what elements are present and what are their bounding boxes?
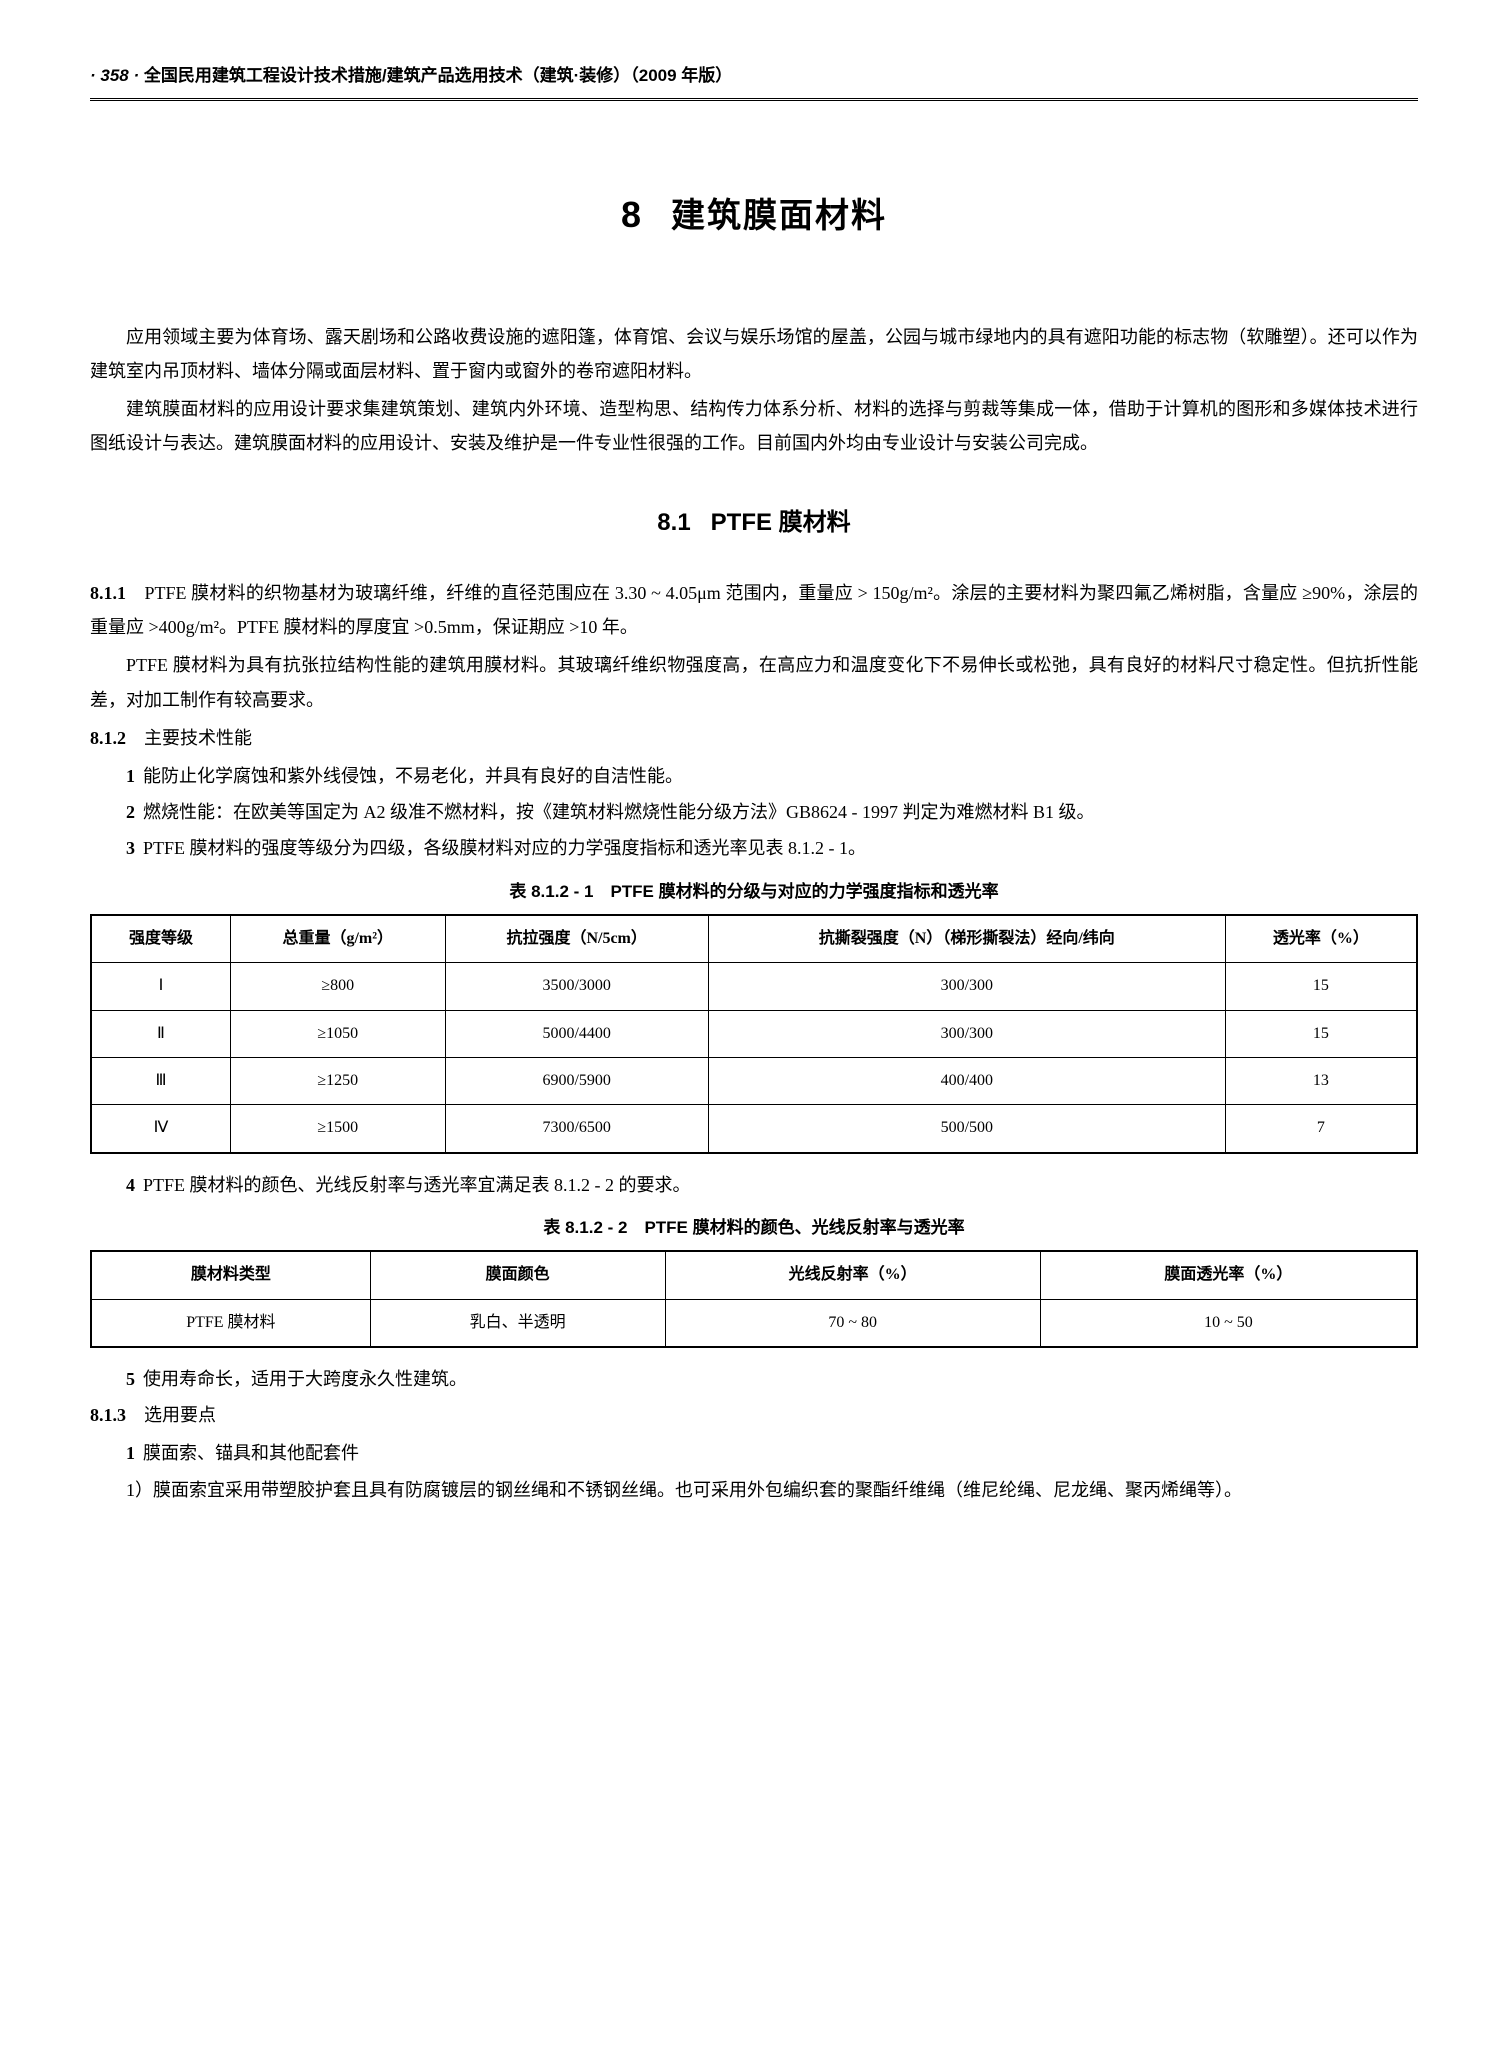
sub-item-813-1-1: 1）膜面索宜采用带塑胶护套且具有防腐镀层的钢丝绳和不锈钢丝绳。也可采用外包编织套…: [90, 1473, 1418, 1507]
sub-item-1: 1能防止化学腐蚀和紫外线侵蚀，不易老化，并具有良好的自洁性能。: [90, 759, 1418, 793]
td: 70 ~ 80: [665, 1299, 1040, 1347]
sub-num: 5: [126, 1369, 135, 1389]
th: 透光率（%）: [1225, 915, 1417, 963]
sub-num: 3: [126, 838, 135, 858]
td: 5000/4400: [445, 1010, 708, 1057]
table-row: Ⅳ≥15007300/6500500/5007: [91, 1105, 1417, 1153]
table-row: Ⅰ≥8003500/3000300/30015: [91, 963, 1417, 1010]
sub-item-5: 5使用寿命长，适用于大跨度永久性建筑。: [90, 1362, 1418, 1396]
td: 500/500: [708, 1105, 1225, 1153]
td: 13: [1225, 1058, 1417, 1105]
table-2: 膜材料类型 膜面颜色 光线反射率（%） 膜面透光率（%） PTFE 膜材料乳白、…: [90, 1250, 1418, 1348]
section-title: 8.1 PTFE 膜材料: [90, 500, 1418, 546]
table-header-row: 膜材料类型 膜面颜色 光线反射率（%） 膜面透光率（%）: [91, 1251, 1417, 1299]
td: ≥1250: [230, 1058, 445, 1105]
td: ≥1500: [230, 1105, 445, 1153]
chapter-number: 8: [621, 194, 643, 235]
td: Ⅰ: [91, 963, 230, 1010]
td: 300/300: [708, 963, 1225, 1010]
page-header: · 358 · 全国民用建筑工程设计技术措施/建筑产品选用技术（建筑·装修）（2…: [90, 60, 1418, 101]
td: 10 ~ 50: [1040, 1299, 1417, 1347]
clause-811: 8.1.1 PTFE 膜材料的织物基材为玻璃纤维，纤维的直径范围应在 3.30 …: [90, 576, 1418, 644]
sub-num: 1: [126, 1443, 135, 1463]
clause-title: 选用要点: [144, 1405, 216, 1425]
table-2-caption: 表 8.1.2 - 2 PTFE 膜材料的颜色、光线反射率与透光率: [90, 1212, 1418, 1244]
section-name: PTFE 膜材料: [711, 509, 851, 536]
th: 强度等级: [91, 915, 230, 963]
clause-head: 8.1.2: [90, 728, 126, 748]
table-1-caption: 表 8.1.2 - 1 PTFE 膜材料的分级与对应的力学强度指标和透光率: [90, 876, 1418, 908]
sub-num: 1: [126, 766, 135, 786]
td: ≥800: [230, 963, 445, 1010]
td: Ⅱ: [91, 1010, 230, 1057]
clause-813: 8.1.3 选用要点: [90, 1398, 1418, 1432]
clause-title: 主要技术性能: [144, 728, 252, 748]
chapter-name: 建筑膜面材料: [671, 197, 887, 235]
sub-num: 4: [126, 1175, 135, 1195]
td: 300/300: [708, 1010, 1225, 1057]
sub-item-2: 2燃烧性能：在欧美等国定为 A2 级准不燃材料，按《建筑材料燃烧性能分级方法》G…: [90, 795, 1418, 829]
page-number: · 358 ·: [90, 66, 139, 85]
td: 6900/5900: [445, 1058, 708, 1105]
sub-item-813-1: 1膜面索、锚具和其他配套件: [90, 1436, 1418, 1470]
clause-812: 8.1.2 主要技术性能: [90, 721, 1418, 755]
clause-head: 8.1.3: [90, 1405, 126, 1425]
table-row: PTFE 膜材料乳白、半透明70 ~ 8010 ~ 50: [91, 1299, 1417, 1347]
td: ≥1050: [230, 1010, 445, 1057]
table-header-row: 强度等级 总重量（g/m²） 抗拉强度（N/5cm） 抗撕裂强度（N）（梯形撕裂…: [91, 915, 1417, 963]
table-row: Ⅱ≥10505000/4400300/30015: [91, 1010, 1417, 1057]
chapter-title: 8 建筑膜面材料: [90, 181, 1418, 249]
td: 7: [1225, 1105, 1417, 1153]
table-1: 强度等级 总重量（g/m²） 抗拉强度（N/5cm） 抗撕裂强度（N）（梯形撕裂…: [90, 914, 1418, 1154]
sub-num: 2: [126, 802, 135, 822]
clause-head: 8.1.1: [90, 583, 126, 603]
th: 抗拉强度（N/5cm）: [445, 915, 708, 963]
intro-para-2: 建筑膜面材料的应用设计要求集建筑策划、建筑内外环境、造型构思、结构传力体系分析、…: [90, 392, 1418, 460]
th: 膜面颜色: [370, 1251, 665, 1299]
clause-text: PTFE 膜材料的织物基材为玻璃纤维，纤维的直径范围应在 3.30 ~ 4.05…: [90, 583, 1418, 637]
th: 膜材料类型: [91, 1251, 370, 1299]
td: Ⅳ: [91, 1105, 230, 1153]
td: 400/400: [708, 1058, 1225, 1105]
td: Ⅲ: [91, 1058, 230, 1105]
header-title: 全国民用建筑工程设计技术措施/建筑产品选用技术（建筑·装修）（2009 年版）: [144, 66, 732, 85]
clause-811-p2: PTFE 膜材料为具有抗张拉结构性能的建筑用膜材料。其玻璃纤维织物强度高，在高应…: [90, 648, 1418, 716]
td: 3500/3000: [445, 963, 708, 1010]
td: 乳白、半透明: [370, 1299, 665, 1347]
sub-item-3: 3PTFE 膜材料的强度等级分为四级，各级膜材料对应的力学强度指标和透光率见表 …: [90, 831, 1418, 865]
intro-para-1: 应用领域主要为体育场、露天剧场和公路收费设施的遮阳篷，体育馆、会议与娱乐场馆的屋…: [90, 320, 1418, 388]
th: 总重量（g/m²）: [230, 915, 445, 963]
td: PTFE 膜材料: [91, 1299, 370, 1347]
sub-item-4: 4PTFE 膜材料的颜色、光线反射率与透光率宜满足表 8.1.2 - 2 的要求…: [90, 1168, 1418, 1202]
th: 光线反射率（%）: [665, 1251, 1040, 1299]
section-number: 8.1: [657, 509, 690, 536]
th: 抗撕裂强度（N）（梯形撕裂法）经向/纬向: [708, 915, 1225, 963]
th: 膜面透光率（%）: [1040, 1251, 1417, 1299]
td: 7300/6500: [445, 1105, 708, 1153]
td: 15: [1225, 1010, 1417, 1057]
td: 15: [1225, 963, 1417, 1010]
table-row: Ⅲ≥12506900/5900400/40013: [91, 1058, 1417, 1105]
